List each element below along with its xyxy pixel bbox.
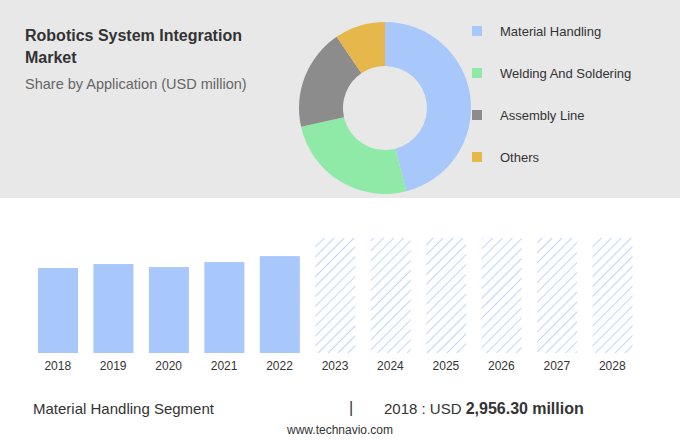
svg-text:2026: 2026	[488, 359, 515, 373]
html-text:www.technavio.com: www.technavio.com	[287, 423, 393, 437]
svg-text:2021: 2021	[211, 359, 238, 373]
svg-text:2025: 2025	[433, 359, 460, 373]
svg-text:2022: 2022	[266, 359, 293, 373]
html-text:Robotics System Integration Ma: Robotics System Integration Market	[25, 27, 242, 66]
svg-text:2018: 2018	[44, 359, 71, 373]
svg-text:2019: 2019	[100, 359, 127, 373]
svg-text:2024: 2024	[377, 359, 404, 373]
svg-text:2027: 2027	[543, 359, 570, 373]
svg-text:2020: 2020	[155, 359, 182, 373]
html-text:Material Handling Segment: Material Handling Segment	[33, 400, 214, 417]
html-text:2018 : USD 2,956.30 million: 2018 : USD 2,956.30 million	[384, 400, 584, 417]
svg-text:2028: 2028	[599, 359, 626, 373]
html-text:Share by Application (USD mill: Share by Application (USD million)	[25, 76, 247, 92]
html-text:Assembly Line: Assembly Line	[500, 107, 585, 123]
svg-text:2023: 2023	[322, 359, 349, 373]
html-text:Others: Others	[500, 149, 539, 165]
html-text:Welding And Soldering: Welding And Soldering	[500, 65, 632, 81]
html-text:Material Handling: Material Handling	[500, 23, 602, 39]
